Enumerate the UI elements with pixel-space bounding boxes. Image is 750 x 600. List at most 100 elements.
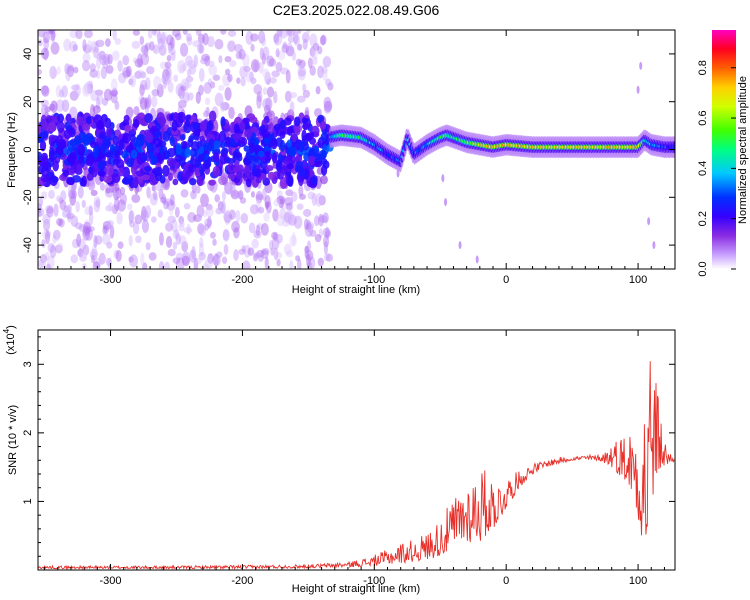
spectrogram-noise-blob bbox=[289, 101, 295, 113]
spectrogram-noise-blob bbox=[137, 53, 143, 67]
spectrogram-band-blob bbox=[188, 163, 196, 173]
spectrogram-noise-blob bbox=[260, 249, 269, 259]
spectrogram-x-tick-label: -300 bbox=[100, 274, 122, 286]
spectrogram-noise-blob bbox=[181, 240, 189, 253]
snr-x-ticks: -300 -200 -100 0 100 bbox=[44, 330, 665, 587]
spectrogram-noise-blob bbox=[178, 216, 185, 225]
spectrogram-noise-blob bbox=[117, 199, 126, 212]
spectrogram-noise-blob bbox=[95, 39, 105, 48]
spectrogram-noise-blob bbox=[279, 67, 289, 75]
spectrogram-band-blob bbox=[52, 160, 59, 172]
spectrogram-noise-blob bbox=[140, 44, 149, 54]
spectrogram-noise-blob bbox=[290, 191, 298, 202]
spectrogram-noise-blob bbox=[306, 219, 312, 233]
spectrogram-noise-blob bbox=[255, 224, 261, 237]
spectrogram-noise-blob bbox=[320, 34, 327, 46]
spectrogram-noise-blob bbox=[275, 48, 280, 58]
spectrogram-noise-blob bbox=[95, 198, 101, 209]
spectrogram-noise-blob bbox=[276, 258, 281, 267]
spectrogram-noise-blob bbox=[182, 30, 188, 36]
spectrogram-band-blob bbox=[48, 146, 55, 158]
spectrogram-band-blob bbox=[167, 172, 174, 182]
spectrogram-noise-blob bbox=[117, 60, 123, 72]
spectrogram-noise-blob bbox=[113, 197, 120, 212]
spectrogram-noise-blob bbox=[224, 68, 231, 76]
spectrogram-noise-blob bbox=[273, 247, 279, 261]
spectrogram-band-blob bbox=[162, 130, 171, 142]
spectrogram-band-blob bbox=[130, 163, 137, 176]
spectrogram-noise-blob bbox=[162, 78, 167, 89]
spectrogram-noise-blob bbox=[271, 70, 280, 78]
spectrogram-noise-blob bbox=[110, 78, 118, 92]
spectrogram-noise-blob bbox=[111, 87, 118, 97]
spectrogram-noise-blob bbox=[200, 57, 209, 65]
spectrogram-noise-blob bbox=[253, 251, 261, 259]
spectrogram-noise-blob bbox=[287, 30, 296, 37]
spectrogram-band-blob bbox=[80, 179, 86, 186]
spectrogram-band-blob bbox=[156, 112, 165, 124]
spectrogram-noise-blob bbox=[285, 202, 293, 211]
spectrogram-band-blob bbox=[103, 175, 113, 184]
spectrogram-noise-blob bbox=[227, 40, 236, 52]
spectrogram-noise-blob bbox=[117, 72, 127, 84]
spectrogram-noise-blob bbox=[173, 74, 179, 83]
spectrogram-noise-blob bbox=[306, 30, 311, 34]
spectrogram-noise-blob bbox=[250, 58, 260, 73]
spectrogram-noise-blob bbox=[135, 69, 145, 79]
spectrogram-noise-blob bbox=[322, 235, 330, 248]
spectrogram-noise-blob bbox=[167, 41, 173, 53]
spectrogram-noise-blob bbox=[323, 253, 331, 262]
spectrogram-band-blob bbox=[132, 177, 139, 187]
colorbar: 0.0 0.2 0.4 0.6 0.8 Normalized spectral ampl… bbox=[697, 30, 749, 277]
spectrogram-band-blob bbox=[175, 142, 182, 155]
spectrogram-noise-blob bbox=[52, 234, 57, 244]
spectrogram-noise-blob bbox=[117, 241, 124, 249]
spectrogram-noise-blob bbox=[91, 243, 97, 257]
spectrogram-noise-blob bbox=[195, 30, 202, 36]
spectrogram-band-blob bbox=[301, 117, 308, 124]
spectrogram-noise-blob bbox=[168, 204, 174, 216]
spectrogram-noise-blob bbox=[234, 191, 243, 199]
spectrogram-noise-blob bbox=[153, 30, 161, 38]
spectrogram-noise-blob bbox=[185, 55, 193, 67]
spectrogram-noise-blob bbox=[163, 200, 170, 210]
spectrogram-noise-blob bbox=[193, 214, 202, 222]
spectrogram-noise-blob bbox=[191, 245, 196, 260]
spectrogram-noise-blob bbox=[266, 55, 275, 67]
spectrogram-noise-blob bbox=[320, 175, 328, 185]
spectrogram-band-blob bbox=[40, 114, 47, 127]
spectrogram-band-blob bbox=[145, 132, 154, 143]
spectrogram-noise-blob bbox=[56, 66, 61, 75]
spectrogram-band-blob bbox=[148, 151, 155, 160]
spectrogram-band-blob bbox=[271, 152, 278, 164]
spectrogram-noise-blob bbox=[113, 249, 119, 259]
spectrogram-noise-blob bbox=[103, 224, 110, 234]
spectrogram-band-blob bbox=[102, 138, 111, 149]
spectrogram-noise-blob bbox=[40, 104, 49, 117]
spectrogram-noise-blob bbox=[257, 254, 264, 262]
spectrogram-noise-blob bbox=[222, 229, 230, 241]
spectrogram-noise-blob bbox=[144, 44, 149, 58]
spectrogram-noise-blob bbox=[314, 233, 322, 243]
spectrogram-noise-blob bbox=[213, 253, 219, 267]
spectrogram-noise-blob bbox=[253, 84, 263, 95]
spectrogram-band-blob bbox=[164, 150, 171, 159]
spectrogram-noise-blob bbox=[84, 227, 94, 241]
spectrogram-band-blob bbox=[141, 154, 148, 162]
spectrogram-noise-blob bbox=[55, 84, 62, 98]
spectrogram-noise-blob bbox=[193, 54, 199, 68]
spectrogram-noise-blob bbox=[289, 92, 298, 99]
spectrogram-noise-blob bbox=[105, 64, 114, 74]
spectrogram-noise-blob bbox=[258, 61, 264, 74]
spectrogram-noise-blob bbox=[207, 35, 215, 48]
spectrogram-band-blob bbox=[133, 118, 140, 128]
snr-y-scale-base: (x10 bbox=[5, 333, 17, 354]
spectrogram-noise-blob bbox=[40, 254, 47, 264]
spectrogram-noise-blob bbox=[270, 247, 275, 256]
spectrogram-band-blob bbox=[206, 121, 213, 132]
spectrogram-noise-blob bbox=[256, 223, 264, 231]
spectrogram-noise-blob bbox=[276, 195, 286, 205]
spectrogram-noise-blob bbox=[46, 206, 54, 218]
spectrogram-noise-blob bbox=[140, 210, 149, 222]
